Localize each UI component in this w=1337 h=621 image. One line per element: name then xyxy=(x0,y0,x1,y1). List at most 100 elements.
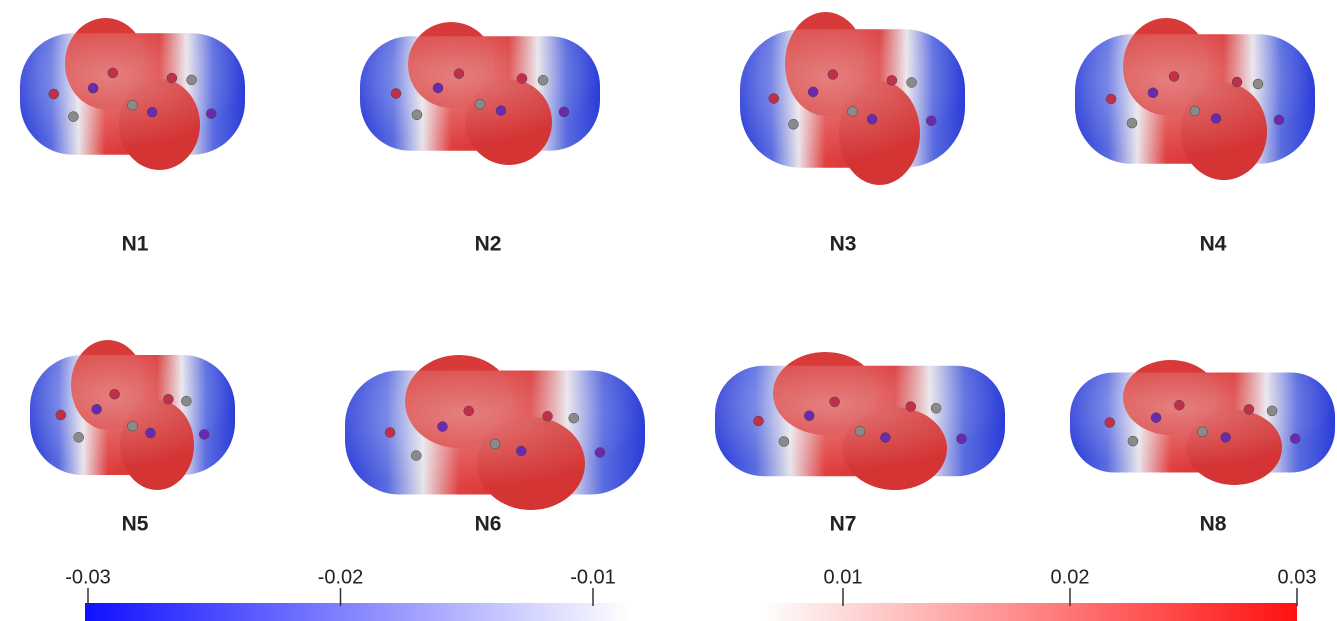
atom xyxy=(167,73,177,83)
atom xyxy=(1253,79,1263,89)
atom xyxy=(1267,406,1277,416)
atom xyxy=(867,114,877,124)
atom xyxy=(1232,77,1242,87)
molecule xyxy=(1075,18,1315,180)
atom xyxy=(68,112,78,122)
atom xyxy=(1105,418,1115,428)
atom xyxy=(830,397,840,407)
panel-label: N7 xyxy=(830,513,857,536)
atom xyxy=(804,411,814,421)
atom xyxy=(1290,434,1300,444)
atom xyxy=(1128,436,1138,446)
molecule xyxy=(1070,360,1335,485)
atom xyxy=(181,396,191,406)
atom xyxy=(808,87,818,97)
atom xyxy=(496,106,506,116)
molecules xyxy=(20,12,1335,510)
color-bar xyxy=(760,603,1297,621)
atom xyxy=(433,83,443,93)
molecule xyxy=(20,18,245,170)
atom xyxy=(906,402,916,412)
atom xyxy=(855,426,865,436)
atom xyxy=(931,403,941,413)
atom xyxy=(49,89,59,99)
atom xyxy=(848,106,858,116)
atom xyxy=(128,421,138,431)
atom xyxy=(516,446,526,456)
atom xyxy=(926,116,936,126)
atom xyxy=(1244,404,1254,414)
atom xyxy=(88,83,98,93)
atom xyxy=(92,404,102,414)
atom xyxy=(187,75,197,85)
atom xyxy=(411,451,421,461)
panel-label: N6 xyxy=(475,513,502,536)
atom xyxy=(543,411,553,421)
panel-label: N8 xyxy=(1200,513,1227,536)
panel-label: N1 xyxy=(122,233,149,256)
atom xyxy=(490,439,500,449)
atom xyxy=(788,119,798,129)
atom xyxy=(779,437,789,447)
atom xyxy=(438,422,448,432)
atom xyxy=(569,413,579,423)
atom xyxy=(385,428,395,438)
atom xyxy=(538,75,548,85)
atom xyxy=(391,89,401,99)
molecule xyxy=(345,355,645,510)
atom xyxy=(517,73,527,83)
molecule xyxy=(360,22,600,165)
tick-label: 0.03 xyxy=(1278,566,1317,588)
panel-label: N4 xyxy=(1200,233,1227,256)
atom xyxy=(1211,113,1221,123)
atom xyxy=(1274,115,1284,125)
atom xyxy=(74,432,84,442)
figure: N1 N2 N3 N4 N5 N6 N7 N8 -0.03 -0.02 -0.01 0.01 0.02… xyxy=(0,0,1337,621)
atom xyxy=(1127,118,1137,128)
atom xyxy=(108,68,118,78)
panel-label: N2 xyxy=(475,233,502,256)
tick-label: -0.02 xyxy=(318,566,364,588)
tick-label: -0.03 xyxy=(65,566,111,588)
tick-label: -0.01 xyxy=(570,566,616,588)
panel-label: N5 xyxy=(122,513,149,536)
atom xyxy=(1190,106,1200,116)
atom xyxy=(1169,72,1179,82)
atom xyxy=(1151,413,1161,423)
molecule xyxy=(715,352,1005,490)
atom xyxy=(907,77,917,87)
atom xyxy=(206,109,216,119)
color-bar xyxy=(85,603,630,621)
panel-labels: N1 N2 N3 N4 N5 N6 N7 N8 xyxy=(122,233,1227,536)
atom xyxy=(464,406,474,416)
atom xyxy=(147,107,157,117)
atom xyxy=(769,94,779,104)
atom xyxy=(412,110,422,120)
atom xyxy=(56,410,66,420)
atom xyxy=(199,429,209,439)
atom xyxy=(880,433,890,443)
molecule xyxy=(30,340,235,490)
atom xyxy=(595,447,605,457)
color-scale: -0.03 -0.02 -0.01 0.01 0.02 0.03 xyxy=(65,566,1316,621)
atom xyxy=(454,69,464,79)
atom xyxy=(163,394,173,404)
atom xyxy=(828,69,838,79)
atom xyxy=(475,99,485,109)
atom xyxy=(1174,400,1184,410)
atom xyxy=(1148,88,1158,98)
atom xyxy=(957,434,967,444)
atom xyxy=(559,107,569,117)
atom xyxy=(1198,427,1208,437)
molecule xyxy=(740,12,965,185)
tick-label: 0.01 xyxy=(824,566,863,588)
panel-label: N3 xyxy=(830,233,857,256)
atom xyxy=(128,100,138,110)
atom xyxy=(145,428,155,438)
tick-label: 0.02 xyxy=(1051,566,1090,588)
atom xyxy=(110,389,120,399)
atom xyxy=(887,75,897,85)
atom xyxy=(1221,432,1231,442)
atom xyxy=(754,416,764,426)
atom xyxy=(1106,94,1116,104)
